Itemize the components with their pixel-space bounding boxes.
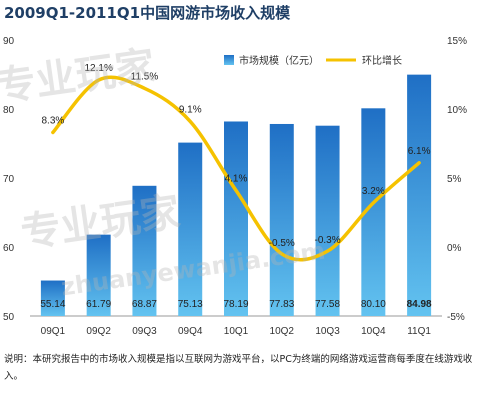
bar-value-label: 77.58 (315, 299, 340, 310)
line-value-label: 4.1% (225, 173, 248, 184)
y-left-tick-label: 90 (3, 36, 15, 47)
bar (40, 280, 65, 316)
bar (132, 185, 157, 316)
x-tick-label: 11Q1 (407, 326, 431, 337)
y-right-tick-label: 5% (447, 174, 462, 185)
bar-value-label: 75.13 (178, 299, 203, 310)
bar-value-label: 84.98 (407, 299, 432, 310)
bar (315, 125, 340, 316)
legend-bar-swatch (224, 55, 234, 65)
legend: 市场规模（亿元） 环比增长 (224, 54, 402, 67)
y-right-tick-label: -5% (447, 312, 465, 323)
bar-value-label: 68.87 (132, 299, 157, 310)
x-tick-label: 09Q3 (132, 326, 157, 337)
bar (86, 234, 111, 316)
x-tick-label: 09Q1 (41, 326, 66, 337)
bar (269, 123, 294, 317)
x-tick-label: 09Q4 (178, 326, 203, 337)
line-value-label: 11.5% (131, 71, 159, 82)
line-value-label: 12.1% (84, 63, 112, 74)
chart-title: 2009Q1-2011Q1中国网游市场收入规模 (4, 4, 291, 22)
y-left-tick-label: 50 (3, 312, 15, 323)
x-tick-label: 10Q4 (361, 326, 386, 337)
bar-value-label: 61.79 (86, 299, 111, 310)
line-value-label: -0.3% (314, 235, 340, 246)
y-left-tick-label: 60 (3, 243, 15, 254)
line-value-label: 6.1% (408, 146, 431, 157)
bar (178, 142, 203, 316)
y-right-tick-label: 0% (447, 243, 462, 254)
bar-value-label: 77.83 (269, 299, 294, 310)
line-value-label: -0.5% (269, 238, 295, 249)
data-labels: 55.14 61.79 68.87 75.13 78.19 77.83 77.58 80.10… (40, 63, 432, 310)
bar-value-label: 78.19 (223, 299, 248, 310)
x-tick-label: 09Q2 (86, 326, 111, 337)
line-value-label: 9.1% (179, 104, 202, 115)
line-value-label: 3.2% (362, 186, 385, 197)
bar-value-label: 80.10 (361, 299, 386, 310)
y-right-tick-label: 15% (447, 36, 467, 47)
y-left-tick-label: 70 (3, 174, 15, 185)
bar (407, 74, 432, 316)
legend-line-label: 环比增长 (362, 54, 402, 67)
bar (224, 121, 248, 316)
line-value-label: 8.3% (41, 115, 64, 126)
chart-note: 说明：本研究报告中的市场收入规模是指以互联网为游戏平台，以PC为终端的网络游戏运… (4, 354, 473, 382)
y-left-tick-label: 80 (3, 105, 15, 116)
bar-value-label: 55.14 (40, 299, 65, 310)
x-tick-label: 10Q3 (315, 326, 340, 337)
y-right-tick-label: 10% (447, 105, 467, 116)
line-series (51, 75, 421, 262)
legend-bar-label: 市场规模（亿元） (239, 54, 319, 67)
x-tick-label: 10Q1 (224, 326, 249, 337)
bar-series (40, 74, 432, 317)
growth-line (51, 75, 421, 262)
x-tick-label: 10Q2 (270, 326, 295, 337)
